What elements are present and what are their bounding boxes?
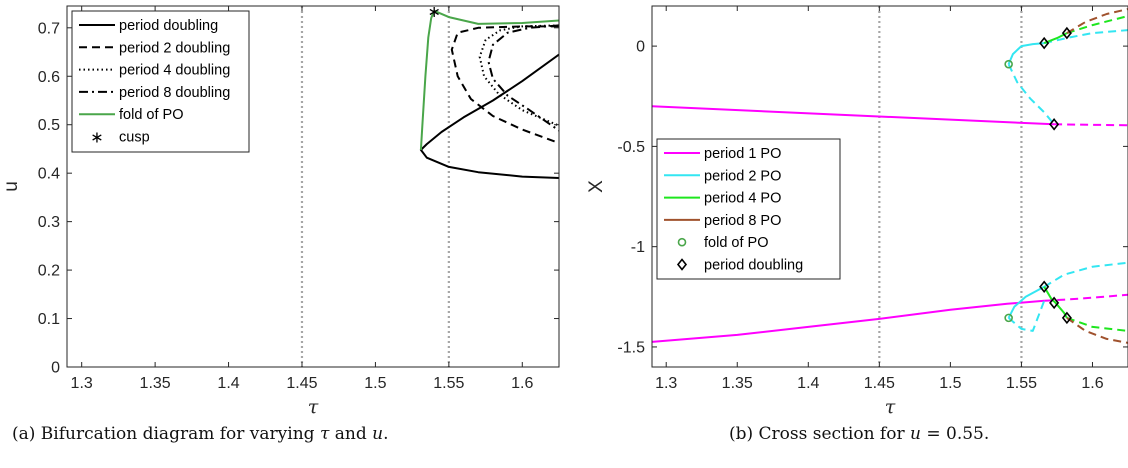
period-doubling-marker [1061,311,1072,325]
legend-label: fold of PO [704,235,768,251]
series-period-2-po [1043,29,1128,45]
legend-label: period 2 doubling [119,40,230,56]
legend-swatch-cusp: ∗ [90,128,103,147]
caption-a-prefix: (a) Bifurcation diagram for varying [12,424,320,444]
series-period-2-po [1007,63,1055,125]
x-tick-label: 1.55 [1006,375,1037,392]
fold-marker [1004,313,1013,323]
caption-a-end: . [383,424,389,444]
legend-label: cusp [119,130,150,146]
series-period-2-po [1007,42,1045,65]
y-tick-label: 0.5 [38,117,60,134]
legend-label: period 4 doubling [119,63,230,79]
series-period-2-po [1043,261,1128,288]
y-axis-label: u [1,181,22,192]
caption-a-tau: τ [319,424,330,444]
panel-b-cross-section: 1.3 1.35 1.4 1.45 1.5 1.55 1.6 -1.5 -1 -0.5 0 τ Xper… [586,5,1128,418]
y-tick-label: -1.5 [617,339,645,356]
x-tick-label: 1.35 [140,375,171,392]
x-axis-label: τ [885,396,896,418]
legend-label: period 2 PO [704,168,781,184]
x-tick-label: 1.5 [364,375,386,392]
series-period-4-po [1043,286,1068,319]
caption-b-u: u [910,424,921,444]
x-tick-label: 1.4 [217,375,239,392]
period-doubling-marker [1039,36,1050,50]
period-doubling-marker [1061,26,1072,40]
plot-area [419,9,559,179]
series-period-2-doubling [450,25,559,145]
series-period-4-po [1066,15,1128,35]
series-period-1-po [1044,293,1128,302]
axes-box [66,5,560,368]
legend-label: period 8 PO [704,213,781,229]
legend-label: period 4 PO [704,191,781,207]
period-doubling-marker [1039,280,1050,294]
legend: period doubling period 2 doubling period 4… [71,10,250,153]
series-period-doubling [419,53,559,179]
series-period-1-po [1054,123,1128,127]
legend-swatch-circle [677,237,687,247]
axes-box [651,5,1128,368]
y-tick-label: -0.5 [617,139,645,156]
series-period-8-po [1066,317,1128,344]
x-tick-label: 1.45 [286,375,317,392]
series-fold-of-po [419,9,559,150]
x-tick-label: 1.3 [655,375,677,392]
panel-a-bifurcation-diagram: ∗ 1.3 1.35 1.4 1.45 1.5 1.55 1.6 0 0.1 0.2 0.3 0.4 0.… [1,2,560,418]
cusp-marker: ∗ [427,2,440,21]
legend-label: period doubling [704,258,803,274]
legend-label: period 1 PO [704,146,781,162]
legend-box [71,10,250,153]
series-period-8-doubling [487,24,559,132]
x-tick-label: 1.6 [511,375,533,392]
period-doubling-marker [1049,118,1060,131]
plot-area [652,8,1128,344]
caption-a: (a) Bifurcation diagram for varying τ an… [12,424,388,444]
legend-box [656,138,841,280]
legend-label: period doubling [119,18,218,34]
series-period-2-po [1007,300,1046,332]
legend-label: fold of PO [119,107,183,123]
y-tick-label: 0.6 [38,69,60,86]
caption-b-prefix: (b) Cross section for [729,424,910,444]
legend: period 1 PO period 2 PO period 4 PO period … [656,138,841,280]
x-tick-label: 1.55 [433,375,464,392]
x-tick-label: 1.45 [864,375,895,392]
fold-marker [1004,59,1013,69]
y-tick-label: 0 [636,39,645,56]
legend-swatch-diamond [676,258,688,271]
series-period-1-po [652,299,1045,343]
y-axis-label: X [586,180,607,193]
y-tick-label: 0.3 [38,214,60,231]
y-tick-label: 0.7 [38,20,60,37]
x-tick-label: 1.5 [939,375,961,392]
caption-b: (b) Cross section for u = 0.55. [729,424,989,444]
y-tick-label: 0 [51,360,60,377]
caption-b-rest: = 0.55. [920,424,990,444]
caption-a-mid: and [329,424,373,444]
series-period-4-po [1066,316,1128,332]
x-tick-label: 1.35 [722,375,753,392]
period-doubling-marker [1049,296,1060,310]
x-tick-label: 1.3 [71,375,93,392]
y-tick-label: 0.4 [38,166,60,183]
caption-a-u: u [372,424,384,444]
series-period-1-po [652,105,1055,126]
y-tick-label: 0.2 [38,263,60,280]
series-period-2-po [1007,285,1045,319]
series-period-4-doubling [478,24,559,127]
y-tick-label: -1 [631,239,645,256]
x-axis-label: τ [308,396,319,418]
x-tick-label: 1.6 [1081,375,1103,392]
series-period-8-po [1066,8,1128,34]
y-tick-label: 0.1 [38,311,60,328]
legend-label: period 8 doubling [119,85,230,101]
x-tick-label: 1.4 [797,375,819,392]
